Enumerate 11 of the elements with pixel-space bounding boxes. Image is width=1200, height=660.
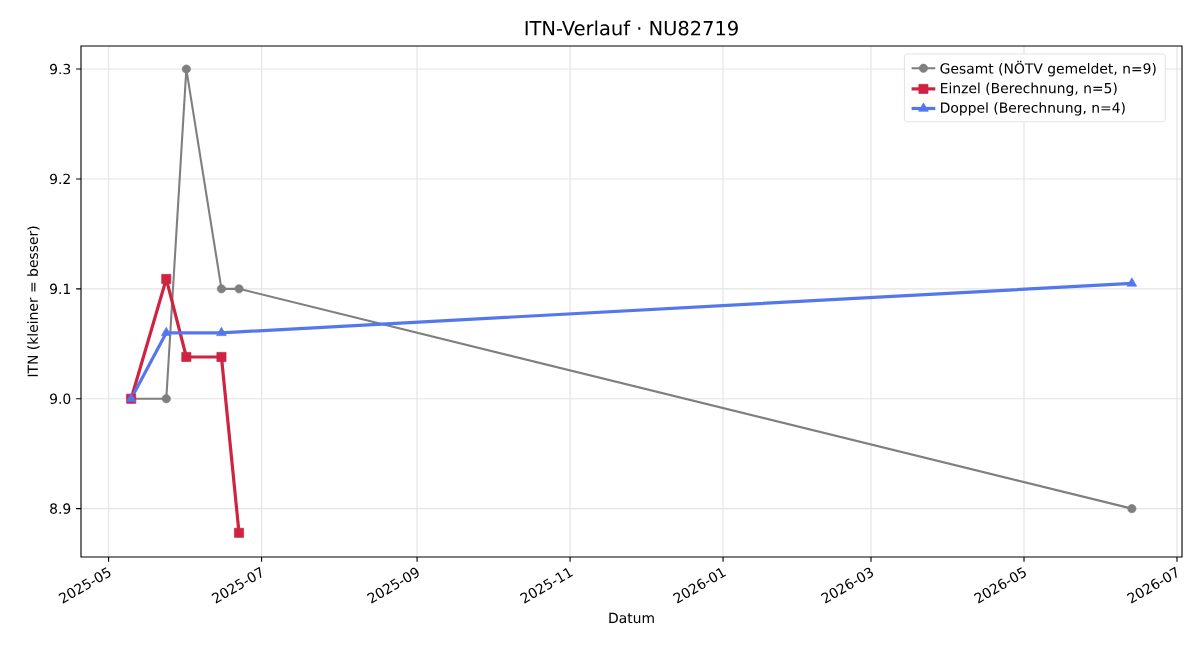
- y-tick-label: 9.2: [50, 173, 70, 185]
- x-axis-title: Datum: [609, 612, 654, 624]
- y-tick-label: 9.3: [50, 63, 71, 75]
- y-axis-title: ITN (kleiner = besser): [27, 226, 40, 377]
- legend-label: Einzel (Berechnung, n=5): [941, 82, 1117, 97]
- y-tick-label: 9.1: [50, 283, 70, 295]
- y-tick-label: 8.9: [50, 503, 71, 514]
- y-tick-label: 9.0: [50, 393, 71, 404]
- legend-label: Doppel (Berechnung, n=4): [941, 102, 1125, 116]
- legend-label: Gesamt (NÖTV gemeldet, n=9): [940, 60, 1156, 77]
- chart-title: ITN-Verlauf · NU82719: [525, 20, 738, 36]
